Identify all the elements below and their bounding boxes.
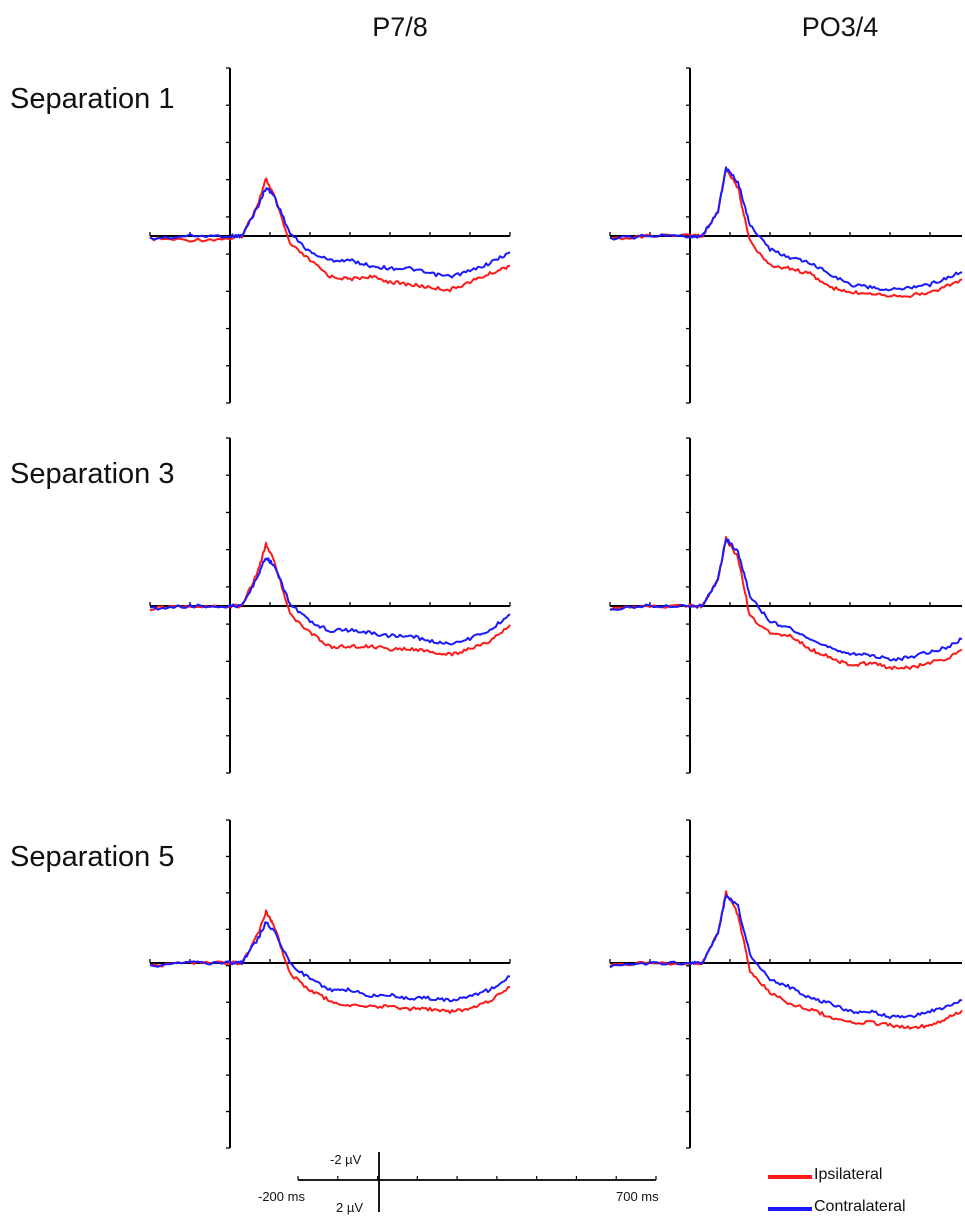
- series-ipsilateral-5: [609, 890, 963, 1030]
- series-ipsilateral-1: [609, 166, 963, 299]
- row-title-separation-1: Separation 1: [10, 83, 175, 115]
- series-contralateral-1: [609, 166, 963, 292]
- series-ipsilateral-0: [149, 177, 511, 293]
- series-contralateral-5: [609, 894, 963, 1020]
- series-contralateral-4: [149, 921, 511, 1003]
- series-ipsilateral-2: [149, 541, 511, 657]
- scale-y-bottom-label: 2 µV: [336, 1200, 364, 1215]
- scale-y-top-label: -2 µV: [330, 1152, 362, 1167]
- column-title-po3-4: PO3/4: [801, 12, 879, 42]
- scale-x-end-label: 700 ms: [616, 1189, 659, 1204]
- legend-label-contralateral: Contralateral: [814, 1198, 906, 1215]
- column-title-p7-8: P7/8: [372, 12, 428, 42]
- legend-label-ipsilateral: Ipsilateral: [814, 1166, 883, 1183]
- scale-x-start-label: -200 ms: [258, 1189, 305, 1204]
- row-title-separation-5: Separation 5: [10, 841, 175, 873]
- series-ipsilateral-3: [609, 536, 963, 671]
- row-title-separation-3: Separation 3: [10, 458, 175, 490]
- series-contralateral-2: [149, 557, 511, 646]
- series-contralateral-3: [609, 538, 963, 662]
- series-contralateral-0: [149, 187, 511, 279]
